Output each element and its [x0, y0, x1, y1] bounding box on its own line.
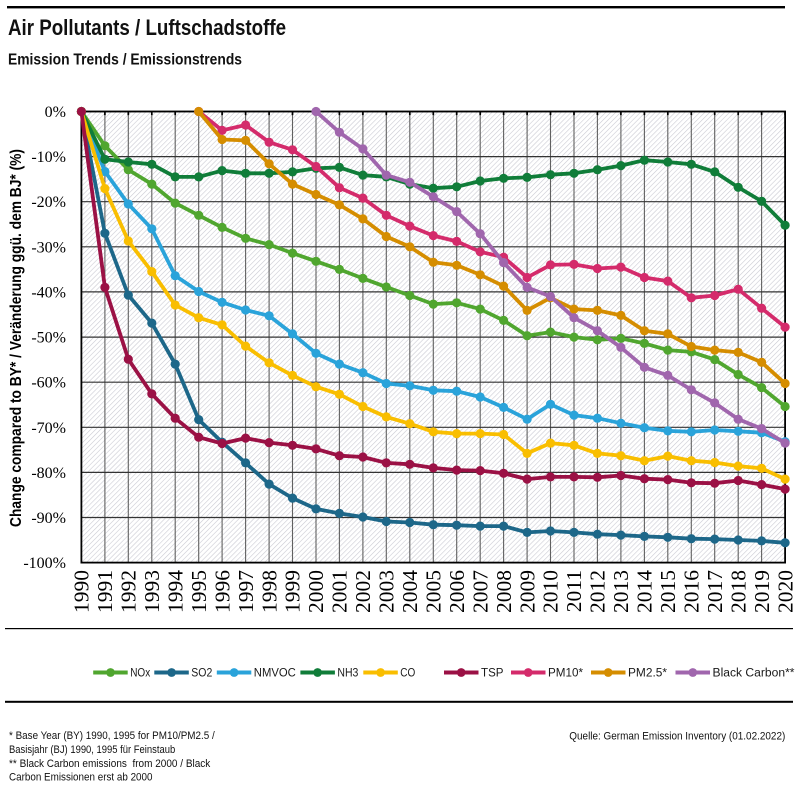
svg-text:-60%: -60%: [31, 375, 66, 392]
svg-text:Air Pollutants / Luftschadstof: Air Pollutants / Luftschadstoffe: [8, 15, 286, 40]
svg-text:1995: 1995: [187, 570, 211, 613]
svg-text:1990: 1990: [70, 570, 94, 613]
svg-text:2018: 2018: [726, 570, 750, 613]
svg-text:2013: 2013: [609, 570, 633, 613]
svg-text:-30%: -30%: [31, 239, 66, 256]
svg-text:2019: 2019: [750, 570, 774, 613]
svg-text:1994: 1994: [163, 570, 187, 613]
svg-text:1993: 1993: [140, 570, 164, 613]
svg-text:NMVOC: NMVOC: [254, 667, 296, 679]
svg-text:-20%: -20%: [31, 194, 66, 211]
svg-text:Change compared to BY* / Verän: Change compared to BY* / Veränderung ggü…: [8, 149, 25, 527]
svg-text:** Black Carbon emissions fro: ** Black Carbon emissions from 2000 / Bl…: [9, 758, 211, 770]
svg-text:-70%: -70%: [31, 420, 66, 437]
svg-text:TSP: TSP: [481, 667, 504, 679]
svg-text:* Base Year (BY) 1990, 1995 fo: * Base Year (BY) 1990, 1995 for PM10/PM2…: [9, 730, 216, 742]
svg-text:CO: CO: [400, 667, 415, 679]
svg-text:2006: 2006: [445, 570, 469, 613]
svg-text:1996: 1996: [210, 570, 234, 613]
svg-text:-10%: -10%: [31, 149, 66, 166]
svg-text:NH3: NH3: [337, 667, 358, 679]
svg-text:2012: 2012: [586, 570, 610, 613]
svg-text:1991: 1991: [93, 570, 117, 613]
svg-text:PM10*: PM10*: [548, 667, 584, 679]
svg-text:1997: 1997: [234, 570, 258, 613]
svg-text:2005: 2005: [422, 570, 446, 613]
svg-text:-40%: -40%: [31, 284, 66, 301]
svg-text:-80%: -80%: [31, 465, 66, 482]
svg-text:2001: 2001: [328, 570, 352, 613]
svg-text:Carbon Emissionen erst ab 2000: Carbon Emissionen erst ab 2000: [9, 772, 153, 784]
svg-text:NOx: NOx: [130, 667, 150, 679]
svg-text:2020: 2020: [773, 570, 797, 613]
svg-text:2011: 2011: [562, 570, 586, 612]
svg-text:-100%: -100%: [23, 555, 66, 572]
svg-text:2017: 2017: [703, 570, 727, 613]
svg-text:2009: 2009: [515, 570, 539, 613]
svg-text:Quelle: German Emission Invent: Quelle: German Emission Inventory (01.02…: [569, 731, 785, 743]
svg-text:2008: 2008: [492, 570, 516, 613]
svg-text:1998: 1998: [257, 570, 281, 613]
svg-text:2014: 2014: [633, 570, 657, 613]
svg-text:Basisjahr (BJ) 1990, 1995 für: Basisjahr (BJ) 1990, 1995 für Feinstaub: [9, 744, 175, 756]
svg-text:2015: 2015: [656, 570, 680, 613]
svg-text:2016: 2016: [680, 570, 704, 613]
svg-text:2010: 2010: [539, 570, 563, 613]
svg-text:1999: 1999: [281, 570, 305, 613]
svg-text:2000: 2000: [304, 570, 328, 613]
svg-text:2003: 2003: [375, 570, 399, 613]
svg-text:Emission Trends / Emissionstre: Emission Trends / Emissionstrends: [8, 52, 242, 69]
svg-text:0%: 0%: [45, 104, 66, 121]
svg-text:2002: 2002: [351, 570, 375, 613]
svg-text:2007: 2007: [468, 570, 492, 613]
svg-text:2004: 2004: [398, 570, 422, 613]
svg-text:-90%: -90%: [31, 510, 66, 527]
svg-text:1992: 1992: [117, 570, 141, 613]
svg-text:Black Carbon**: Black Carbon**: [713, 667, 796, 679]
svg-text:SO2: SO2: [191, 667, 212, 679]
svg-text:PM2.5*: PM2.5*: [628, 667, 668, 679]
svg-text:-50%: -50%: [31, 330, 66, 347]
